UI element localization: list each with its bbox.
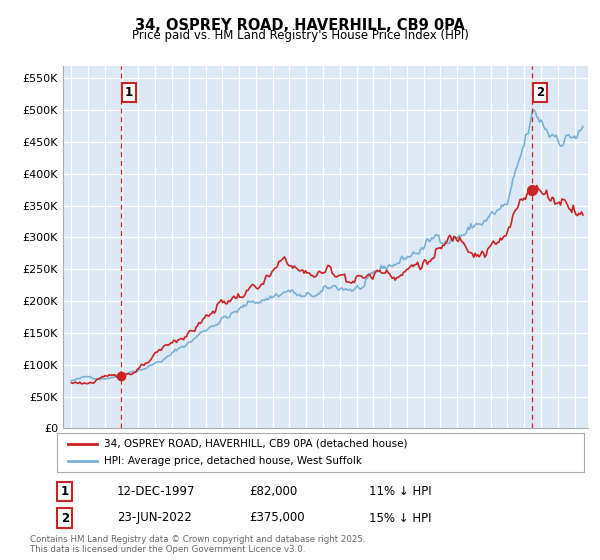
- Text: 12-DEC-1997: 12-DEC-1997: [117, 485, 196, 498]
- Text: 11% ↓ HPI: 11% ↓ HPI: [369, 485, 431, 498]
- Text: 2: 2: [61, 511, 69, 525]
- Text: 15% ↓ HPI: 15% ↓ HPI: [369, 511, 431, 525]
- Text: Price paid vs. HM Land Registry's House Price Index (HPI): Price paid vs. HM Land Registry's House …: [131, 29, 469, 42]
- Text: 34, OSPREY ROAD, HAVERHILL, CB9 0PA: 34, OSPREY ROAD, HAVERHILL, CB9 0PA: [135, 18, 465, 33]
- Text: £82,000: £82,000: [249, 485, 297, 498]
- Text: 2: 2: [536, 86, 544, 99]
- Text: HPI: Average price, detached house, West Suffolk: HPI: Average price, detached house, West…: [104, 456, 362, 466]
- Text: £375,000: £375,000: [249, 511, 305, 525]
- Text: 34, OSPREY ROAD, HAVERHILL, CB9 0PA (detached house): 34, OSPREY ROAD, HAVERHILL, CB9 0PA (det…: [104, 438, 408, 449]
- Text: Contains HM Land Registry data © Crown copyright and database right 2025.
This d: Contains HM Land Registry data © Crown c…: [30, 535, 365, 554]
- Text: 1: 1: [125, 86, 133, 99]
- Text: 23-JUN-2022: 23-JUN-2022: [117, 511, 192, 525]
- Text: 1: 1: [61, 485, 69, 498]
